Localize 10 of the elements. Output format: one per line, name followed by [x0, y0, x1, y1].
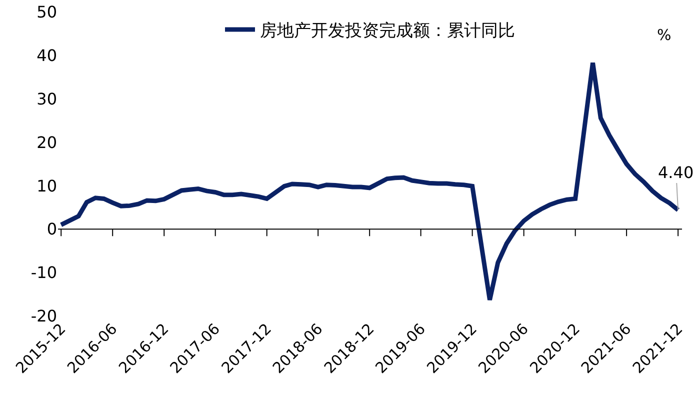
legend-label: 房地产开发投资完成额：累计同比	[260, 21, 515, 42]
y-tick-label: 10	[36, 176, 57, 196]
y-tick-label: -10	[30, 263, 57, 282]
y-tick-label: 0	[46, 220, 57, 239]
annotation: 4.40	[658, 163, 694, 182]
y-tick-label: 20	[36, 132, 57, 152]
y-tick-label: 30	[36, 89, 57, 108]
annotation: %	[657, 26, 672, 44]
y-tick-label: 40	[36, 46, 57, 66]
y-tick-label: 50	[36, 2, 57, 22]
